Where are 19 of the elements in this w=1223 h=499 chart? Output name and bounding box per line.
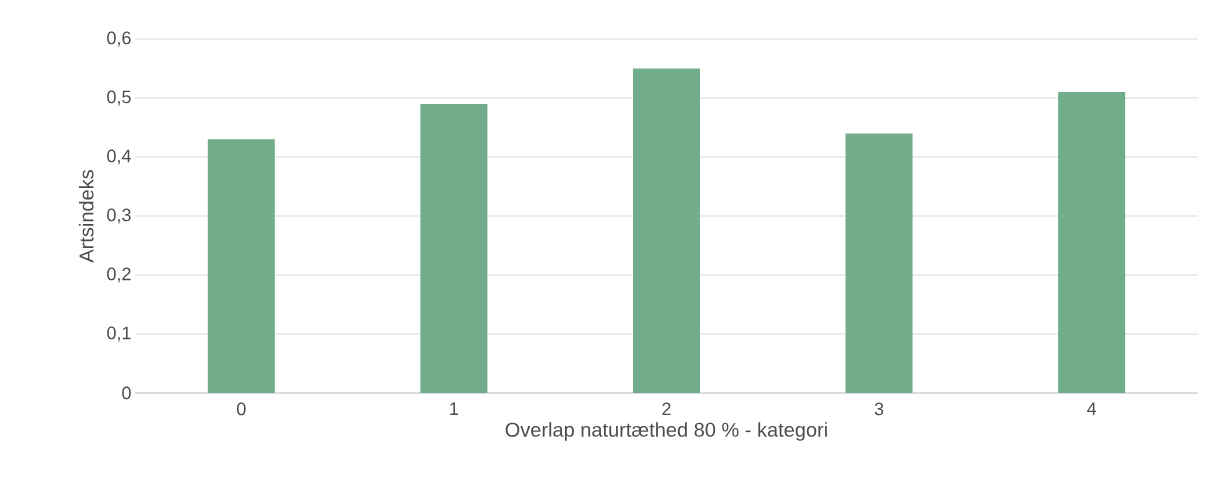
x-tick-label: 2 — [662, 402, 671, 416]
bar — [1058, 92, 1126, 393]
bar — [420, 103, 488, 393]
bar — [632, 68, 700, 393]
x-tick-label: 1 — [450, 402, 459, 415]
y-axis-title: Artsindeks — [78, 170, 94, 263]
bar — [845, 133, 913, 393]
y-tick-label: 0,5 — [107, 90, 131, 106]
y-tick-label: 0 — [122, 386, 131, 400]
x-tick-label: 3 — [874, 402, 884, 416]
y-tick-label: 0,4 — [107, 149, 131, 165]
bar — [207, 139, 275, 393]
y-tick-label: 0,2 — [107, 267, 131, 283]
x-tick-label: 0 — [237, 402, 246, 416]
x-axis-title: Overlap naturtæthed 80 % - kategori — [505, 422, 827, 441]
y-tick-label: 0,1 — [107, 326, 131, 342]
y-tick-label: 0,6 — [107, 31, 131, 47]
x-tick-label: 4 — [1087, 402, 1097, 415]
y-tick-label: 0,3 — [107, 208, 131, 224]
